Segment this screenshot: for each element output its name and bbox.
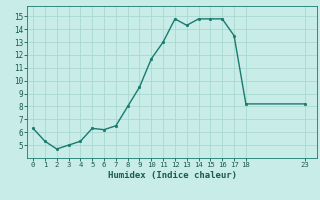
X-axis label: Humidex (Indice chaleur): Humidex (Indice chaleur) — [108, 171, 236, 180]
